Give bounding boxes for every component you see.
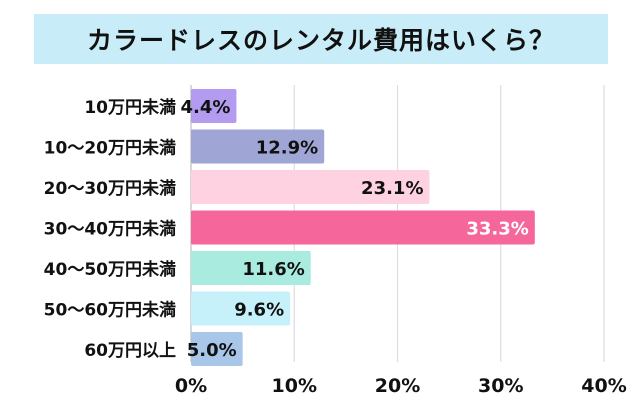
data-label-2: 12.9% <box>256 138 318 159</box>
bar-3 <box>191 170 430 204</box>
chart-title-banner: カラードレスのレンタル費用はいくら？ <box>34 14 608 64</box>
data-label-5: 11.6% <box>242 259 304 280</box>
category-label-2: 10〜20万円未満 <box>44 138 176 159</box>
bar-2 <box>191 129 325 164</box>
category-label-4: 30〜40万円未満 <box>44 219 176 240</box>
data-label-6: 9.6% <box>234 300 284 321</box>
bar-5 <box>191 251 311 285</box>
x-tick-label-20: 20% <box>375 375 420 397</box>
bar-1 <box>191 89 237 123</box>
chart-title: カラードレスのレンタル費用はいくら？ <box>86 26 555 55</box>
category-label-1: 10万円未満 <box>84 97 176 118</box>
x-tick-label-30: 30% <box>478 375 523 397</box>
x-tick-label-10: 10% <box>272 375 317 397</box>
category-label-3: 20〜30万円未満 <box>44 178 176 199</box>
category-label-6: 50〜60万円未満 <box>44 300 176 321</box>
data-label-3: 23.1% <box>361 178 423 199</box>
bar-4 <box>191 210 535 245</box>
x-tick-label-40: 40% <box>581 375 626 397</box>
data-label-1: 4.4% <box>181 97 231 118</box>
data-label-4: 33.3% <box>466 219 528 240</box>
category-label-5: 40〜50万円未満 <box>44 259 176 280</box>
x-tick-label-0: 0% <box>175 375 207 397</box>
bar-7 <box>191 332 243 366</box>
category-label-7: 60万円以上 <box>84 341 176 361</box>
data-label-7: 5.0% <box>187 340 237 361</box>
bar-6 <box>191 291 291 326</box>
